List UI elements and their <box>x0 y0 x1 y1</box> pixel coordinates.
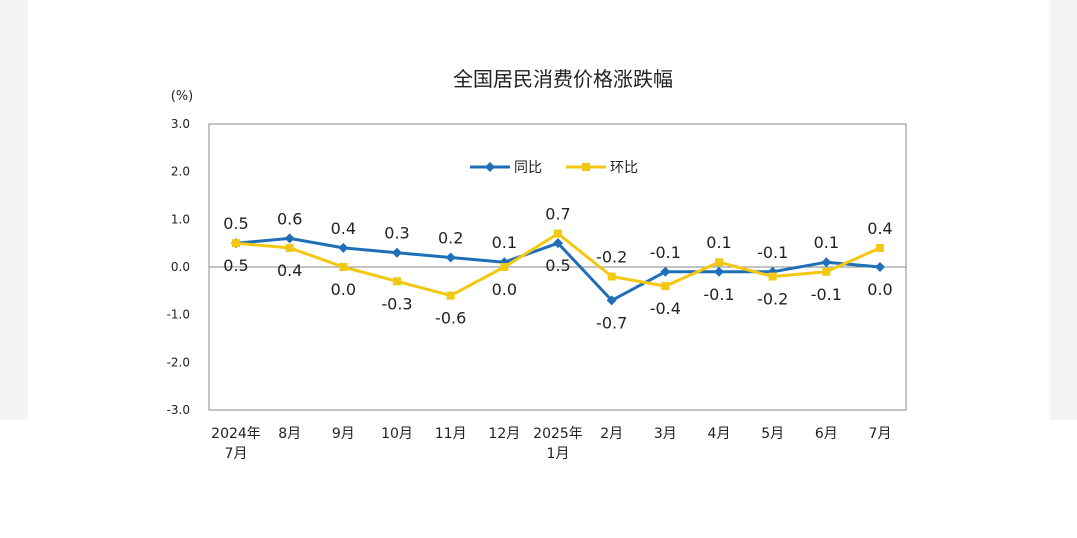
data-point-mom <box>715 258 723 267</box>
data-label-yoy: 0.4 <box>331 219 356 238</box>
x-axis-ticks: 2024年 7月 8月 9月 10月 11月 12月 2025年 1月 2月 3月 4月 5月 6月 7月 <box>211 426 891 462</box>
x-tick-label: 6月 <box>815 426 838 442</box>
x-tick-label: 10月 <box>381 426 413 442</box>
data-label-mom: 0.0 <box>331 280 356 299</box>
data-label-yoy: 0.5 <box>545 256 570 275</box>
data-point-yoy <box>284 233 295 244</box>
legend-label-yoy: 同比 <box>514 160 542 176</box>
x-tick-label: 5月 <box>761 426 784 442</box>
data-label-mom: -0.6 <box>435 309 466 328</box>
x-tick-label: 2025年 <box>533 426 583 442</box>
legend-label-mom: 环比 <box>610 160 638 176</box>
data-label-yoy: -0.1 <box>757 243 788 262</box>
data-label-mom: 0.7 <box>545 205 570 224</box>
data-label-mom: -0.2 <box>596 248 627 267</box>
chart-title: 全国居民消费价格涨跌幅 <box>453 67 673 91</box>
data-label-yoy: -0.7 <box>596 313 627 332</box>
x-tick-label: 8月 <box>278 426 301 442</box>
y-tick-label: 1.0 <box>171 212 190 226</box>
data-label-yoy: 0.6 <box>277 209 302 228</box>
x-tick-label: 1月 <box>547 446 570 462</box>
data-label-yoy: -0.1 <box>703 285 734 304</box>
data-label-mom: 0.0 <box>492 280 517 299</box>
y-tick-label: 2.0 <box>171 165 190 179</box>
y-tick-label: 3.0 <box>171 117 190 131</box>
x-tick-label: 2月 <box>600 426 623 442</box>
data-point-yoy <box>606 295 617 306</box>
data-point-yoy <box>875 262 885 272</box>
data-point-yoy <box>392 247 402 258</box>
data-label-yoy: 0.5 <box>223 214 248 233</box>
data-point-mom <box>876 243 884 252</box>
data-label-yoy: 0.2 <box>438 228 463 247</box>
legend-marker-mom <box>582 163 590 171</box>
data-label-yoy: -0.1 <box>650 243 681 262</box>
data-point-mom <box>339 263 348 271</box>
y-tick-label: -1.0 <box>167 308 190 322</box>
data-point-yoy <box>821 257 832 268</box>
data-point-mom <box>607 272 616 281</box>
x-tick-label: 7月 <box>225 446 248 462</box>
y-axis-ticks: 3.0 2.0 1.0 0.0 -1.0 -2.0 -3.0 <box>167 117 190 417</box>
x-tick-label: 2024年 <box>211 426 261 442</box>
y-tick-label: 0.0 <box>171 260 190 274</box>
y-tick-label: -2.0 <box>167 355 190 369</box>
data-label-mom: 0.5 <box>223 256 248 275</box>
data-point-yoy <box>553 238 563 249</box>
data-point-yoy <box>660 266 671 277</box>
data-point-mom <box>285 243 294 252</box>
legend-marker-yoy <box>485 162 495 172</box>
data-label-yoy: 0.1 <box>814 233 839 252</box>
data-label-mom: -0.1 <box>811 285 842 304</box>
data-label-yoy: 0.1 <box>492 233 517 252</box>
y-axis-unit: (%) <box>171 89 194 104</box>
data-point-mom <box>768 272 777 281</box>
series-lines: 0.5 0.5 0.6 0.4 0.4 0.0 0.3 -0.3 0.2 -0.6 0.1 0.0 0.… <box>223 205 892 333</box>
x-tick-label: 11月 <box>435 426 467 442</box>
data-label-mom: 0.4 <box>277 261 302 280</box>
data-point-mom <box>661 282 670 291</box>
x-tick-label: 12月 <box>488 426 520 442</box>
data-point-mom <box>822 267 831 276</box>
data-point-mom <box>446 291 455 300</box>
data-label-mom: -0.3 <box>381 294 412 313</box>
data-label-yoy: 0.3 <box>384 224 409 243</box>
x-tick-label: 7月 <box>869 426 892 442</box>
data-point-mom <box>554 229 562 238</box>
data-label-mom: 0.1 <box>706 233 731 252</box>
data-point-yoy <box>338 242 349 253</box>
data-label-yoy: 0.0 <box>867 280 892 299</box>
data-label-mom: -0.4 <box>650 299 681 318</box>
data-point-yoy <box>445 252 456 263</box>
x-tick-label: 4月 <box>708 426 731 442</box>
legend: 同比 环比 <box>470 160 638 176</box>
y-tick-label: -3.0 <box>167 403 190 417</box>
data-point-mom <box>500 263 509 271</box>
data-label-mom: -0.2 <box>757 290 788 309</box>
data-point-mom <box>393 277 401 286</box>
x-tick-label: 3月 <box>654 426 677 442</box>
data-point-yoy <box>714 266 724 277</box>
x-tick-label: 9月 <box>332 426 355 442</box>
data-label-mom: 0.4 <box>867 219 892 238</box>
data-point-mom <box>232 239 240 248</box>
